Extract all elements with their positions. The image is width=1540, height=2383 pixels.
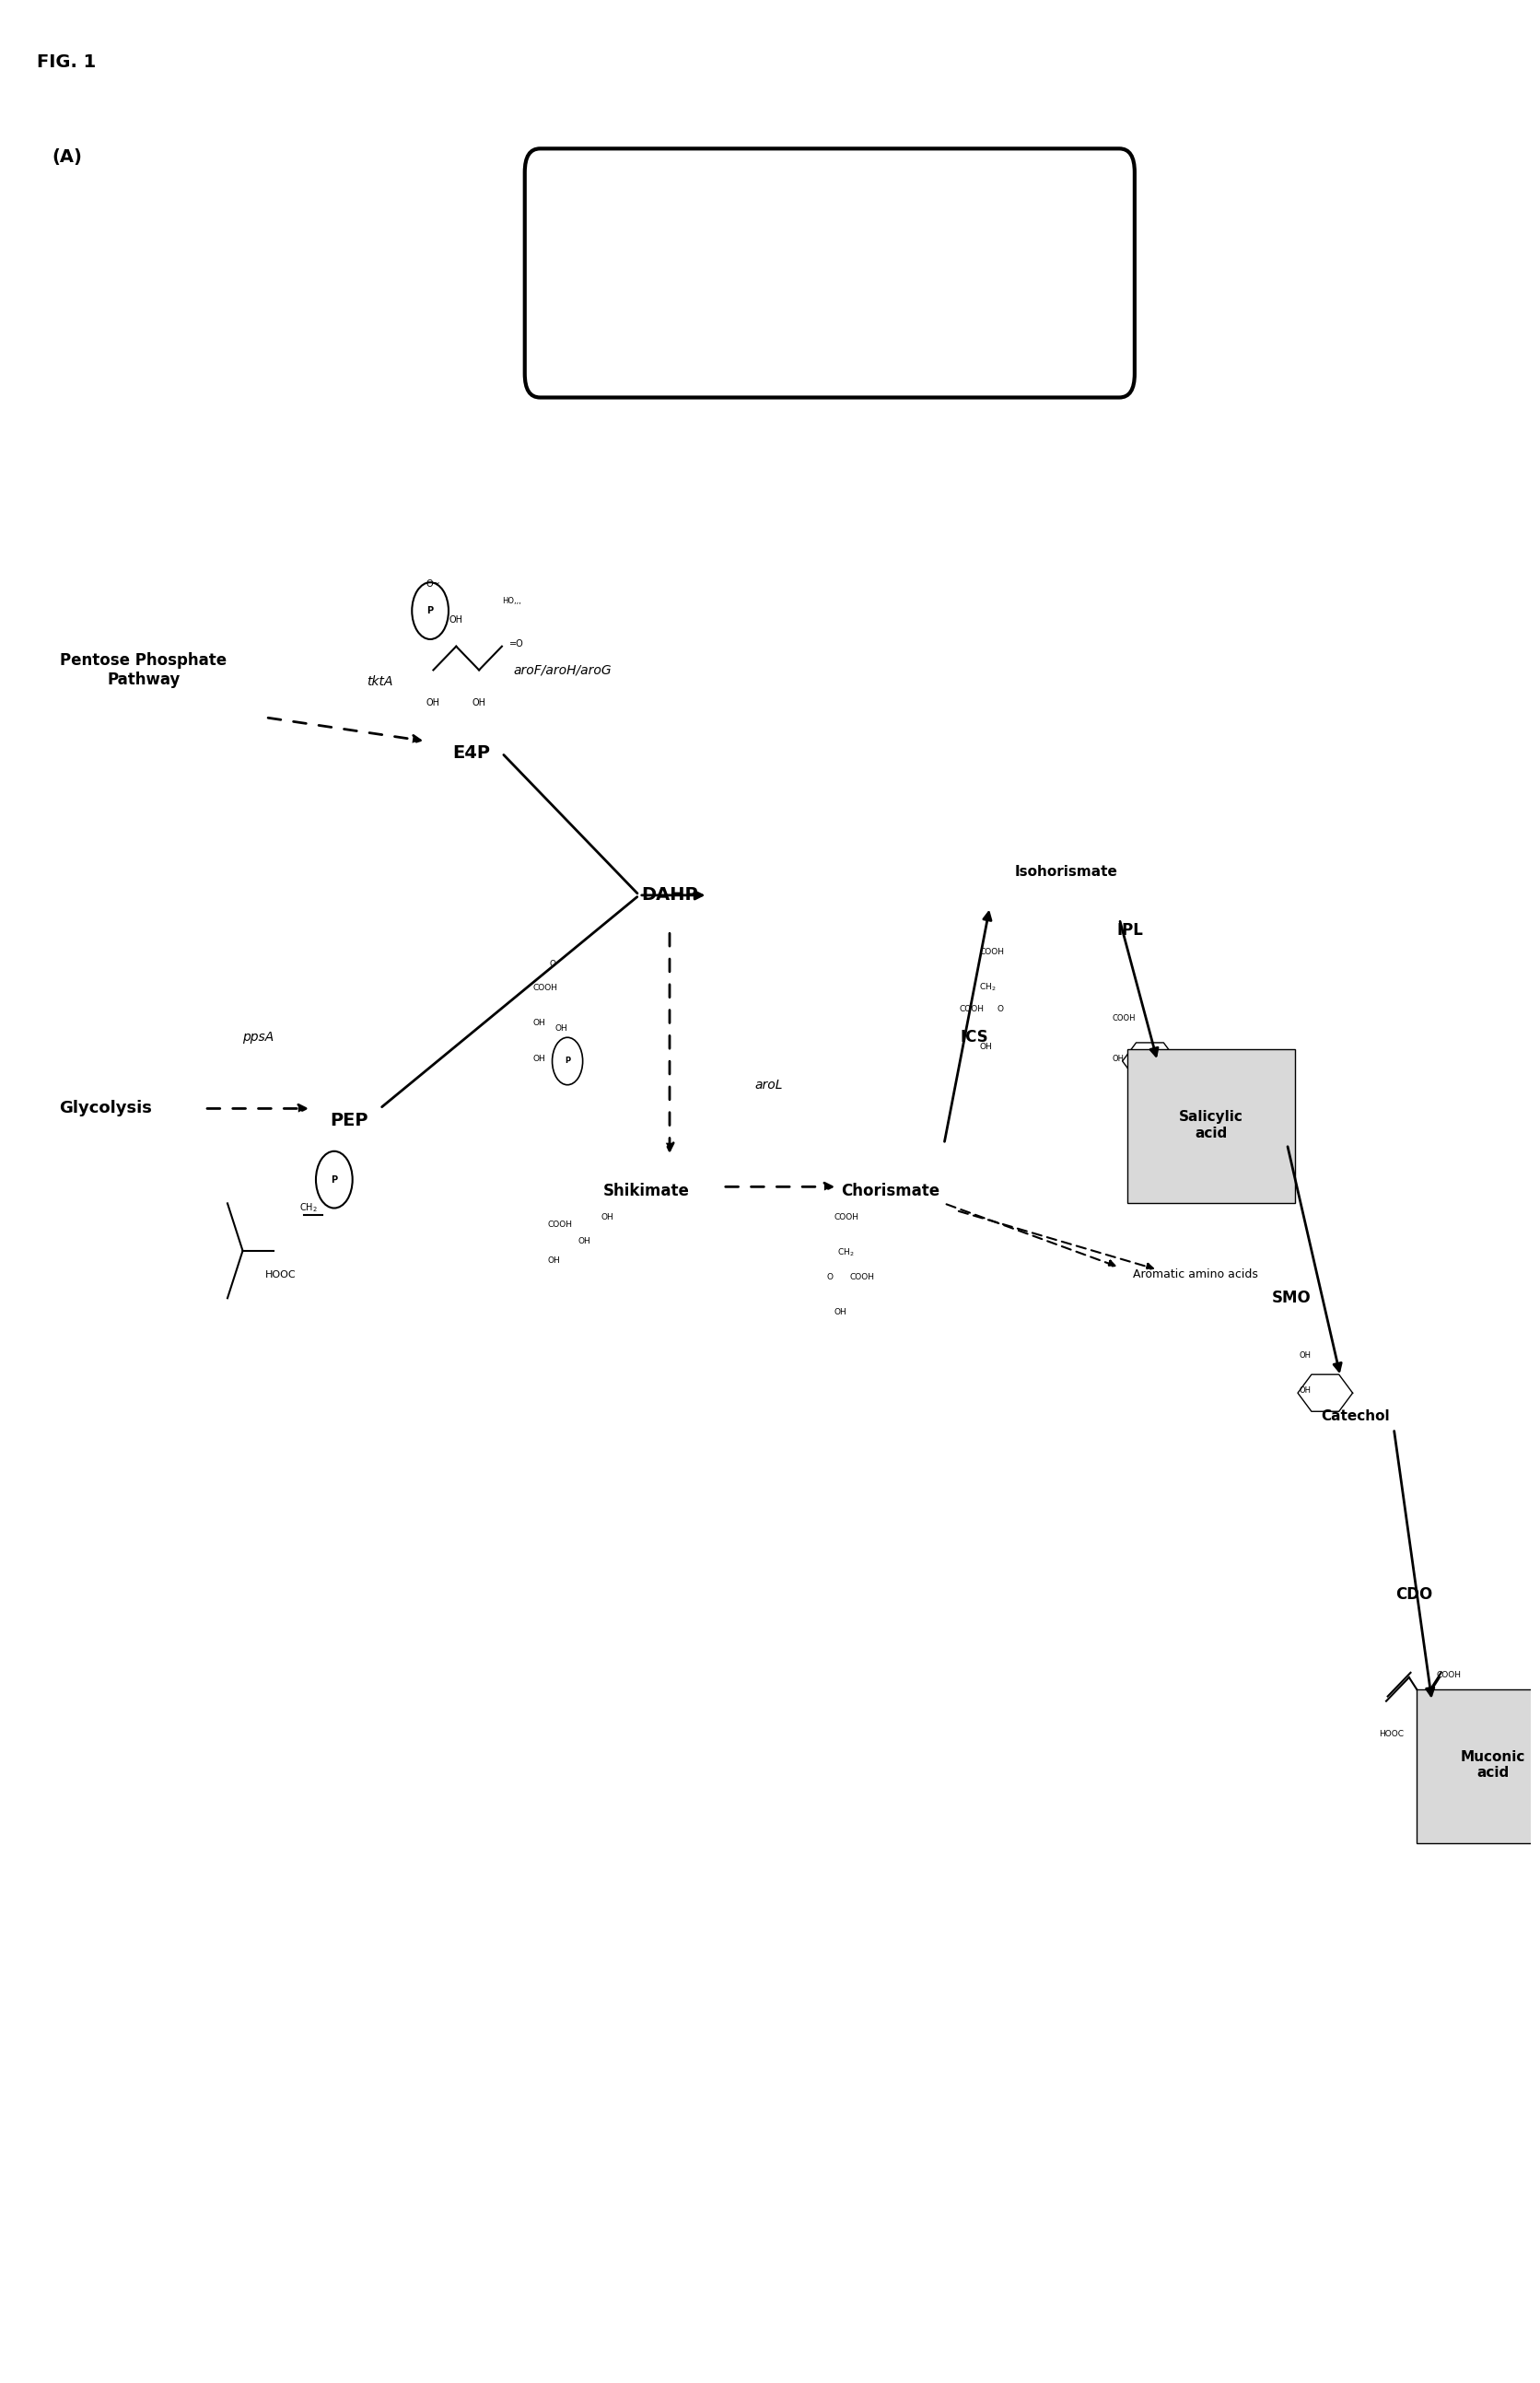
Text: CH$_2$: CH$_2$ [979,982,996,994]
Text: OH: OH [578,1237,591,1246]
Text: COOH: COOH [533,984,557,991]
Text: OH: OH [427,698,440,708]
Text: ICS: ICS [961,1029,989,1046]
Text: OH: OH [1300,1351,1311,1358]
Text: P: P [565,1058,570,1065]
Text: PEP: PEP [330,1110,368,1130]
Text: tktA: tktA [367,674,393,689]
Text: O: O [998,1006,1004,1013]
Text: O~: O~ [425,579,440,589]
Text: aroL: aroL [755,1079,782,1091]
Text: OH: OH [979,1044,992,1051]
Text: OH: OH [450,615,464,624]
Text: Chorismate: Chorismate [841,1184,939,1199]
Text: COOH: COOH [979,948,1004,956]
Text: OH: OH [1300,1387,1311,1394]
Text: OH: OH [533,1020,545,1027]
Text: E4P: E4P [453,743,490,763]
Text: Isohorismate: Isohorismate [1015,865,1118,879]
FancyBboxPatch shape [1127,1049,1295,1203]
Text: DAHP: DAHP [641,886,698,903]
Text: Pentose Phosphate
Pathway: Pentose Phosphate Pathway [60,653,226,689]
Text: IPL: IPL [1116,922,1143,939]
FancyBboxPatch shape [1417,1690,1540,1844]
Text: COOH: COOH [850,1273,875,1282]
Text: COOH: COOH [835,1213,859,1222]
Text: OH: OH [533,1056,545,1063]
Text: SMO: SMO [1272,1289,1312,1306]
Text: (A): (A) [52,148,83,167]
Text: P: P [427,605,434,615]
Text: CH$_2$: CH$_2$ [299,1201,317,1213]
FancyBboxPatch shape [525,148,1135,398]
Text: HOOC: HOOC [265,1270,297,1280]
Text: O: O [827,1273,833,1282]
Text: $\it{E.coli}$ endogenous pathways: $\it{E.coli}$ endogenous pathways [670,207,856,224]
Text: Catechol: Catechol [1321,1411,1391,1423]
Text: aroF/aroH/aroG: aroF/aroH/aroG [514,662,611,677]
Text: =O: =O [510,639,524,648]
Text: ppsA: ppsA [242,1032,274,1044]
Text: COOH: COOH [1112,1015,1135,1022]
Text: Muconic
acid: Muconic acid [1460,1749,1525,1780]
Text: Glycolysis: Glycolysis [59,1101,152,1118]
Text: OH: OH [556,1025,568,1032]
Text: OH: OH [548,1256,561,1265]
Text: O: O [550,960,556,967]
Text: Exogenous pathway: Exogenous pathway [670,291,799,305]
Text: OH: OH [835,1308,847,1315]
Text: HO,,,: HO,,, [502,598,521,605]
Text: HOOC: HOOC [1378,1730,1403,1740]
Text: CDO: CDO [1395,1587,1432,1604]
Text: CH$_2$: CH$_2$ [838,1246,855,1258]
Text: FIG. 1: FIG. 1 [37,55,95,71]
Text: Aromatic amino acids: Aromatic amino acids [1133,1268,1258,1280]
Text: COOH: COOH [548,1220,573,1230]
Text: OH: OH [473,698,487,708]
Text: COOH: COOH [1437,1670,1461,1680]
Text: Shikimate: Shikimate [604,1184,690,1199]
Text: P: P [331,1175,337,1184]
Text: OH: OH [1112,1056,1124,1063]
Text: COOH: COOH [959,1006,984,1013]
Text: Salicylic
acid: Salicylic acid [1178,1110,1243,1139]
Text: OH: OH [601,1213,613,1222]
